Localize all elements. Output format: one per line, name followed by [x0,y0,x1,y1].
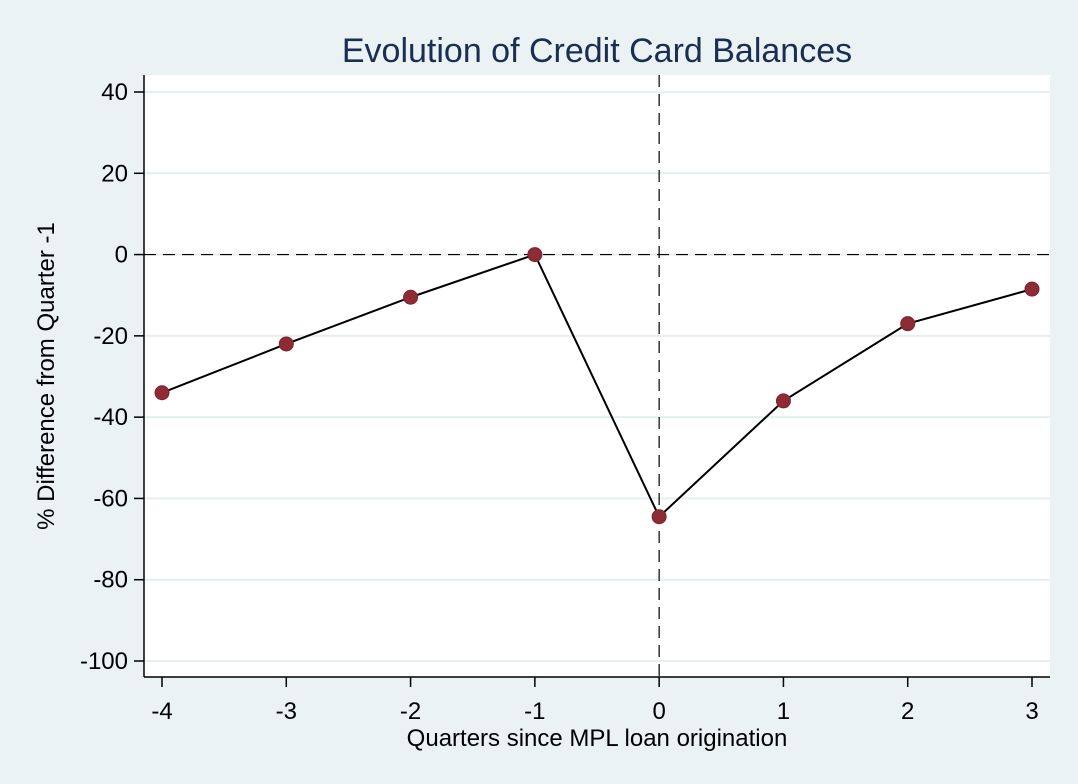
x-tick-label: -2 [400,698,421,725]
data-point [651,509,667,525]
plot-area [144,75,1050,677]
y-axis-title: % Difference from Quarter -1 [33,222,60,530]
data-point [527,247,543,263]
y-tick-label: 20 [101,160,128,187]
x-tick-label: 3 [1025,698,1038,725]
x-tick-label: -1 [524,698,545,725]
reference-lines [144,75,1050,677]
x-tick-label: -3 [276,698,297,725]
x-axis-ticks: -4 -3 -2 -1 0 1 2 3 [151,677,1039,725]
gridlines [144,91,1050,662]
y-tick-label: -20 [93,323,128,350]
data-point [900,316,916,332]
data-point [1024,281,1040,297]
data-point [403,289,419,305]
y-tick-label: -40 [93,404,128,431]
x-tick-label: 0 [652,698,665,725]
x-tick-label: 1 [777,698,790,725]
y-tick-label: 0 [115,242,128,269]
data-point [775,393,791,409]
series-group [154,247,1040,525]
y-tick-label: -80 [93,567,128,594]
x-axis-title: Quarters since MPL loan origination [407,725,788,752]
data-point [278,336,294,352]
y-tick-label: 40 [101,79,128,106]
series-line [161,253,1033,519]
y-tick-label: -100 [80,648,128,675]
data-point [154,385,170,401]
y-axis-ticks: -100 -80 -60 -40 -20 0 20 40 [80,79,144,675]
y-tick-label: -60 [93,485,128,512]
chart-title: Evolution of Credit Card Balances [342,32,852,70]
x-tick-label: 2 [901,698,914,725]
x-tick-label: -4 [151,698,172,725]
